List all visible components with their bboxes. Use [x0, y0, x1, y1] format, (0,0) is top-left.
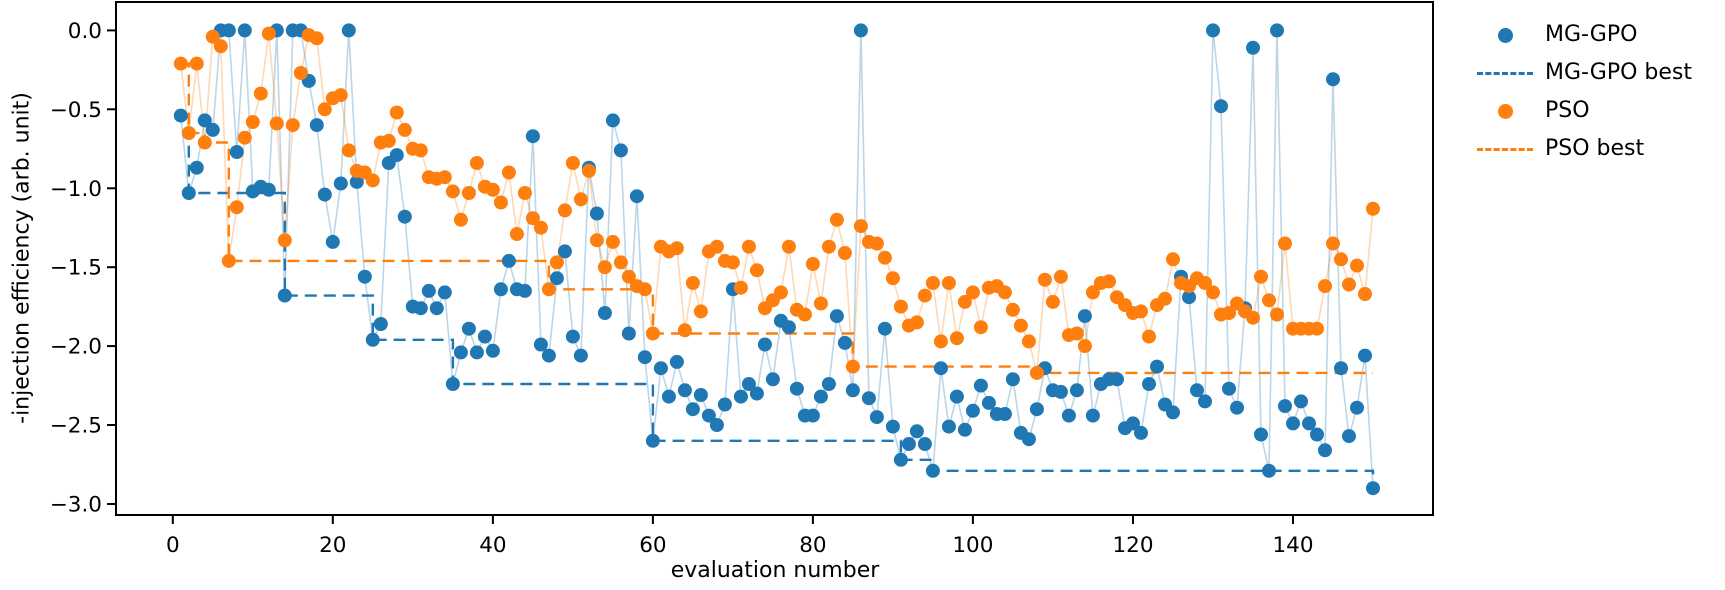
- mg-gpo-best-dashed-line-icon: [1477, 71, 1533, 75]
- x-tick-label-140: 140: [1272, 533, 1313, 558]
- legend-item-mg-gpo: MG-GPO: [1475, 16, 1692, 54]
- legend-label-mg-gpo: MG-GPO: [1545, 22, 1638, 47]
- series-line-mg-gpo: [180, 29, 1374, 489]
- x-tick-label-40: 40: [479, 533, 506, 558]
- pso-best-dashed-line-icon: [1477, 147, 1533, 151]
- mg-gpo-dot-marker-icon: [1497, 27, 1513, 43]
- legend-label-pso: PSO: [1545, 98, 1590, 123]
- x-tick-label-60: 60: [639, 533, 666, 558]
- series-points-pso: [173, 26, 1380, 380]
- axes-spines: [115, 1, 1434, 516]
- y-tick-label-−1.0: −1.0: [50, 177, 102, 202]
- y-tick-label-−3.0: −3.0: [50, 493, 102, 518]
- pso-dot-marker-icon: [1497, 103, 1513, 119]
- series-points-mg-gpo: [173, 23, 1380, 496]
- y-tick-label-−2.5: −2.5: [50, 414, 102, 439]
- legend-item-mg-gpo-best: MG-GPO best: [1475, 54, 1692, 92]
- y-tick-label-−0.5: −0.5: [50, 98, 102, 123]
- x-axis-ticks: 0 20 40 60 80 100 120 140: [166, 515, 1314, 558]
- y-axis-ticks: 0.0 −0.5 −1.0 −1.5 −2.0 −2.5 −3.0: [50, 19, 116, 518]
- y-tick-label-−2.0: −2.0: [50, 335, 102, 360]
- x-tick-label-0: 0: [166, 533, 180, 558]
- legend: MG-GPO MG-GPO best PSO PSO best: [1475, 16, 1692, 168]
- y-axis-label: -injection efficiency (arb. unit): [9, 92, 35, 424]
- y-tick-label-−1.5: −1.5: [50, 256, 102, 281]
- x-tick-label-120: 120: [1112, 533, 1153, 558]
- legend-item-pso: PSO: [1475, 92, 1692, 130]
- legend-label-mg-gpo-best: MG-GPO best: [1545, 60, 1692, 85]
- y-tick-label-0.0: 0.0: [68, 19, 102, 44]
- x-axis-label: evaluation number: [670, 558, 880, 583]
- x-tick-label-80: 80: [799, 533, 826, 558]
- legend-item-pso-best: PSO best: [1475, 130, 1692, 168]
- x-tick-label-20: 20: [319, 533, 346, 558]
- legend-label-pso-best: PSO best: [1545, 136, 1645, 161]
- x-tick-label-100: 100: [952, 533, 993, 558]
